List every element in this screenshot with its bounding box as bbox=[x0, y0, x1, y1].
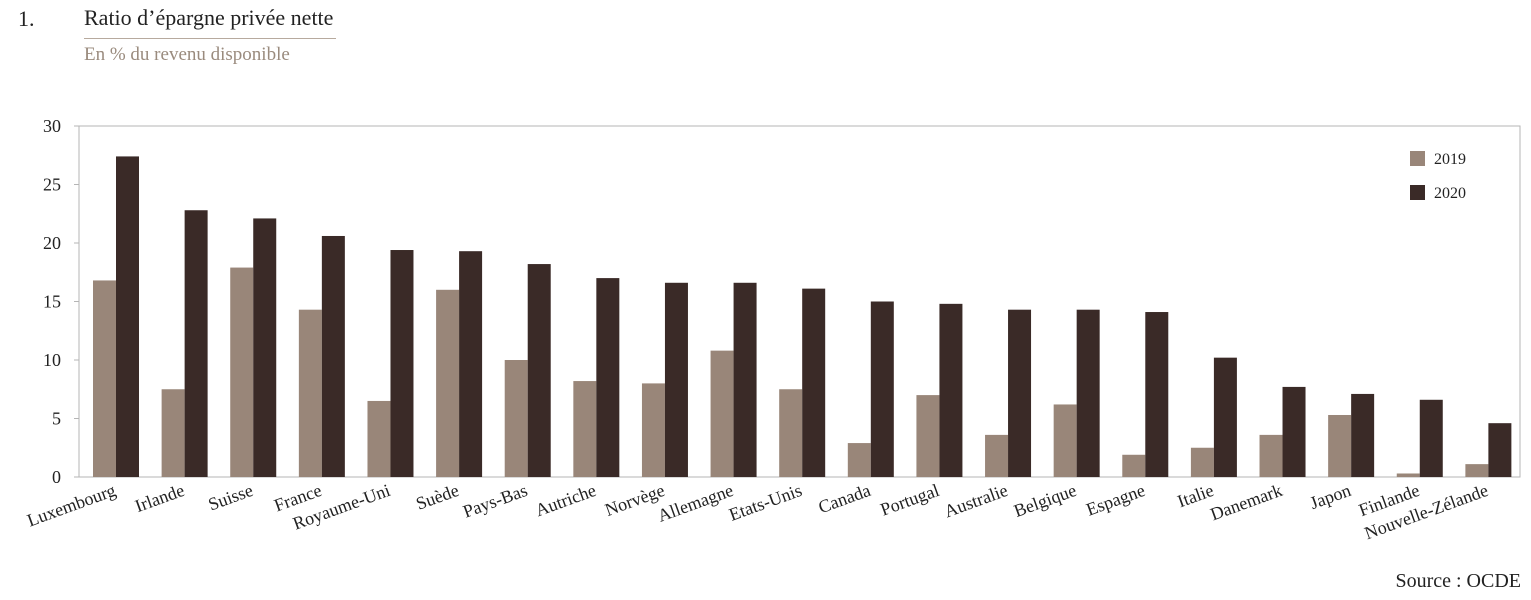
bar-2020-danemark bbox=[1282, 386, 1306, 477]
bar-2020-italie bbox=[1213, 357, 1237, 477]
y-tick-label: 25 bbox=[43, 175, 61, 195]
bar-2020-suède bbox=[459, 251, 483, 477]
bar-2019-belgique bbox=[1053, 404, 1077, 477]
bar-2019-suède bbox=[436, 289, 460, 477]
title-divider bbox=[84, 38, 336, 39]
bar-2020-japon bbox=[1351, 393, 1375, 477]
bar-2019-luxembourg bbox=[93, 280, 116, 477]
x-category-label: Etats-Unis bbox=[726, 480, 804, 525]
bar-2019-finlande bbox=[1396, 473, 1420, 477]
bar-2020-australie bbox=[1008, 309, 1032, 477]
legend-label-2020: 2020 bbox=[1434, 185, 1466, 202]
y-tick-label: 15 bbox=[43, 292, 61, 312]
y-axis-ticks: 0 5 10 15 20 25 30 bbox=[43, 116, 79, 487]
bar-2019-japon bbox=[1328, 414, 1352, 477]
bar-2020-allemagne bbox=[733, 282, 757, 477]
bar-2020-espagne bbox=[1145, 312, 1169, 477]
bar-2020-suisse bbox=[253, 218, 277, 477]
bar-2020-canada bbox=[870, 301, 894, 477]
legend-swatch-2019 bbox=[1410, 151, 1425, 166]
x-category-label: Suisse bbox=[206, 480, 256, 515]
y-tick-label: 0 bbox=[52, 467, 61, 487]
x-category-label: Suède bbox=[413, 480, 461, 514]
bar-2020-autriche bbox=[596, 278, 620, 477]
bar-2020-royaume-uni bbox=[390, 250, 414, 477]
bar-2019-canada bbox=[847, 443, 871, 477]
bar-2019-norvège bbox=[641, 383, 665, 477]
bar-2019-pays-bas bbox=[504, 360, 528, 477]
bar-2019-espagne bbox=[1122, 454, 1146, 477]
x-category-label: Belgique bbox=[1011, 480, 1079, 521]
bar-2020-pays-bas bbox=[527, 264, 551, 477]
bar-2020-finlande bbox=[1419, 399, 1443, 477]
bar-2020-etats-unis bbox=[802, 288, 826, 477]
bar-2020-luxembourg bbox=[116, 156, 139, 478]
x-category-label: Espagne bbox=[1084, 480, 1148, 520]
source-note: Source : OCDE bbox=[1395, 570, 1521, 592]
x-category-label: Australie bbox=[942, 480, 1011, 521]
legend-swatch-2020 bbox=[1410, 185, 1425, 200]
y-tick-label: 30 bbox=[43, 116, 61, 136]
y-tick-label: 5 bbox=[52, 409, 61, 429]
x-category-label: Irlande bbox=[132, 480, 187, 516]
legend-label-2019: 2019 bbox=[1434, 151, 1466, 168]
bar-2020-belgique bbox=[1076, 309, 1100, 477]
bar-2020-nouvelle-zélande bbox=[1488, 423, 1512, 477]
bar-2019-nouvelle-zélande bbox=[1465, 464, 1489, 477]
x-category-label: Danemark bbox=[1208, 480, 1285, 524]
y-tick-label: 10 bbox=[43, 350, 61, 370]
bars bbox=[93, 156, 1512, 478]
figure-number: 1. bbox=[18, 6, 35, 31]
x-category-label: Pays-Bas bbox=[460, 480, 530, 522]
bar-2019-royaume-uni bbox=[367, 400, 391, 477]
bar-2020-portugal bbox=[939, 303, 963, 477]
y-tick-label: 20 bbox=[43, 233, 61, 253]
bar-2019-allemagne bbox=[710, 350, 734, 477]
chart-subtitle: En % du revenu disponible bbox=[84, 44, 290, 65]
bar-2020-irlande bbox=[184, 210, 208, 478]
bar-2019-danemark bbox=[1259, 434, 1283, 477]
bar-2020-norvège bbox=[664, 282, 688, 477]
bar-2019-australie bbox=[985, 434, 1009, 477]
bar-2019-italie bbox=[1190, 447, 1214, 477]
x-category-label: Portugal bbox=[878, 480, 942, 520]
x-category-label: Japon bbox=[1307, 480, 1353, 513]
bar-2020-france bbox=[321, 235, 345, 477]
bar-2019-irlande bbox=[161, 389, 185, 477]
chart-title: Ratio d’épargne privée nette bbox=[84, 5, 334, 30]
bar-2019-suisse bbox=[230, 267, 254, 477]
bar-2019-autriche bbox=[573, 381, 597, 477]
legend: 2019 2020 bbox=[1410, 151, 1466, 202]
x-category-label: Allemagne bbox=[655, 480, 736, 526]
bar-2019-portugal bbox=[916, 395, 940, 477]
x-category-label: Autriche bbox=[533, 480, 599, 520]
x-category-label: Canada bbox=[816, 480, 874, 517]
bar-2019-france bbox=[298, 309, 322, 477]
bar-2019-etats-unis bbox=[779, 389, 803, 477]
x-axis-labels: Luxembourg Irlande Suisse FranceRoyaume-Uni… bbox=[24, 480, 1490, 543]
x-category-label: Luxembourg bbox=[24, 480, 118, 530]
